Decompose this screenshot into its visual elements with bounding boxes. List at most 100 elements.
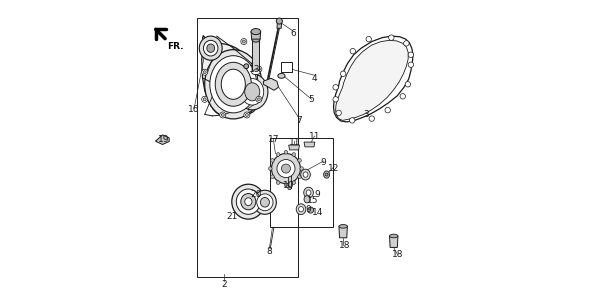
Circle shape	[350, 48, 356, 54]
Ellipse shape	[306, 190, 311, 195]
Ellipse shape	[299, 206, 303, 212]
Ellipse shape	[389, 234, 398, 238]
Ellipse shape	[281, 164, 290, 173]
Circle shape	[385, 107, 391, 113]
Circle shape	[256, 66, 262, 72]
Circle shape	[340, 71, 346, 76]
Ellipse shape	[237, 189, 260, 214]
Polygon shape	[277, 21, 282, 28]
Circle shape	[257, 68, 260, 71]
Polygon shape	[202, 36, 260, 117]
Polygon shape	[288, 172, 291, 188]
Circle shape	[333, 97, 338, 102]
Ellipse shape	[215, 62, 251, 106]
Text: 2: 2	[221, 280, 227, 289]
Ellipse shape	[304, 187, 313, 198]
Polygon shape	[289, 145, 300, 150]
Ellipse shape	[271, 154, 300, 184]
Circle shape	[256, 96, 262, 102]
Text: 11: 11	[309, 132, 320, 141]
Circle shape	[202, 96, 208, 102]
Circle shape	[336, 110, 342, 116]
Ellipse shape	[252, 70, 260, 75]
Text: 4: 4	[312, 74, 317, 83]
Ellipse shape	[296, 204, 306, 215]
Polygon shape	[281, 62, 292, 72]
Ellipse shape	[304, 196, 310, 203]
Text: 3: 3	[363, 110, 369, 119]
Circle shape	[404, 41, 409, 46]
Text: 10: 10	[283, 181, 295, 190]
Circle shape	[242, 40, 245, 43]
Ellipse shape	[260, 197, 270, 207]
Ellipse shape	[268, 167, 272, 170]
Circle shape	[241, 39, 247, 45]
Polygon shape	[389, 236, 398, 247]
Bar	[270, 138, 333, 227]
Text: 13: 13	[248, 65, 260, 74]
Text: 9: 9	[306, 205, 312, 214]
Text: 18: 18	[392, 250, 403, 259]
Circle shape	[209, 40, 212, 43]
Ellipse shape	[254, 190, 276, 214]
Ellipse shape	[257, 194, 273, 211]
Circle shape	[408, 62, 414, 67]
Text: 18: 18	[339, 241, 350, 250]
Text: 15: 15	[307, 196, 319, 205]
Text: 5: 5	[309, 95, 314, 104]
Ellipse shape	[300, 167, 303, 170]
Ellipse shape	[277, 160, 295, 178]
Circle shape	[333, 85, 338, 90]
Circle shape	[245, 113, 248, 116]
Ellipse shape	[205, 50, 262, 119]
Text: 8: 8	[267, 247, 273, 256]
Text: FR.: FR.	[167, 42, 183, 51]
Circle shape	[349, 118, 355, 123]
Polygon shape	[304, 142, 315, 147]
Ellipse shape	[271, 159, 274, 162]
Text: 12: 12	[329, 164, 340, 173]
Text: 14: 14	[312, 208, 323, 217]
Text: 19: 19	[158, 135, 170, 144]
Ellipse shape	[276, 18, 283, 24]
Polygon shape	[251, 32, 261, 39]
Ellipse shape	[204, 40, 218, 56]
Text: 9: 9	[314, 190, 320, 199]
Ellipse shape	[244, 64, 248, 69]
Ellipse shape	[298, 175, 301, 178]
Text: 11: 11	[289, 138, 300, 147]
Ellipse shape	[210, 56, 257, 113]
Polygon shape	[253, 39, 260, 72]
Circle shape	[389, 35, 394, 40]
Circle shape	[366, 36, 372, 42]
Circle shape	[400, 94, 405, 99]
Ellipse shape	[292, 153, 296, 156]
Polygon shape	[339, 226, 348, 238]
Polygon shape	[156, 135, 169, 144]
Ellipse shape	[252, 36, 260, 42]
Ellipse shape	[221, 69, 245, 99]
Ellipse shape	[288, 187, 291, 190]
Ellipse shape	[232, 184, 265, 219]
Ellipse shape	[292, 181, 296, 185]
Circle shape	[325, 173, 328, 176]
Ellipse shape	[303, 172, 308, 177]
Bar	[197, 18, 298, 277]
Ellipse shape	[298, 159, 301, 162]
Circle shape	[203, 71, 206, 74]
Ellipse shape	[284, 150, 288, 154]
Polygon shape	[336, 40, 408, 120]
Ellipse shape	[284, 183, 288, 187]
Circle shape	[244, 112, 250, 118]
Ellipse shape	[276, 181, 280, 185]
Polygon shape	[263, 78, 278, 90]
Ellipse shape	[323, 171, 330, 178]
Circle shape	[202, 69, 208, 75]
Text: 21: 21	[226, 212, 238, 221]
Text: 16: 16	[188, 105, 200, 114]
Ellipse shape	[271, 175, 274, 178]
Circle shape	[203, 98, 206, 101]
Circle shape	[369, 116, 375, 121]
Circle shape	[221, 113, 224, 116]
Circle shape	[405, 82, 411, 87]
